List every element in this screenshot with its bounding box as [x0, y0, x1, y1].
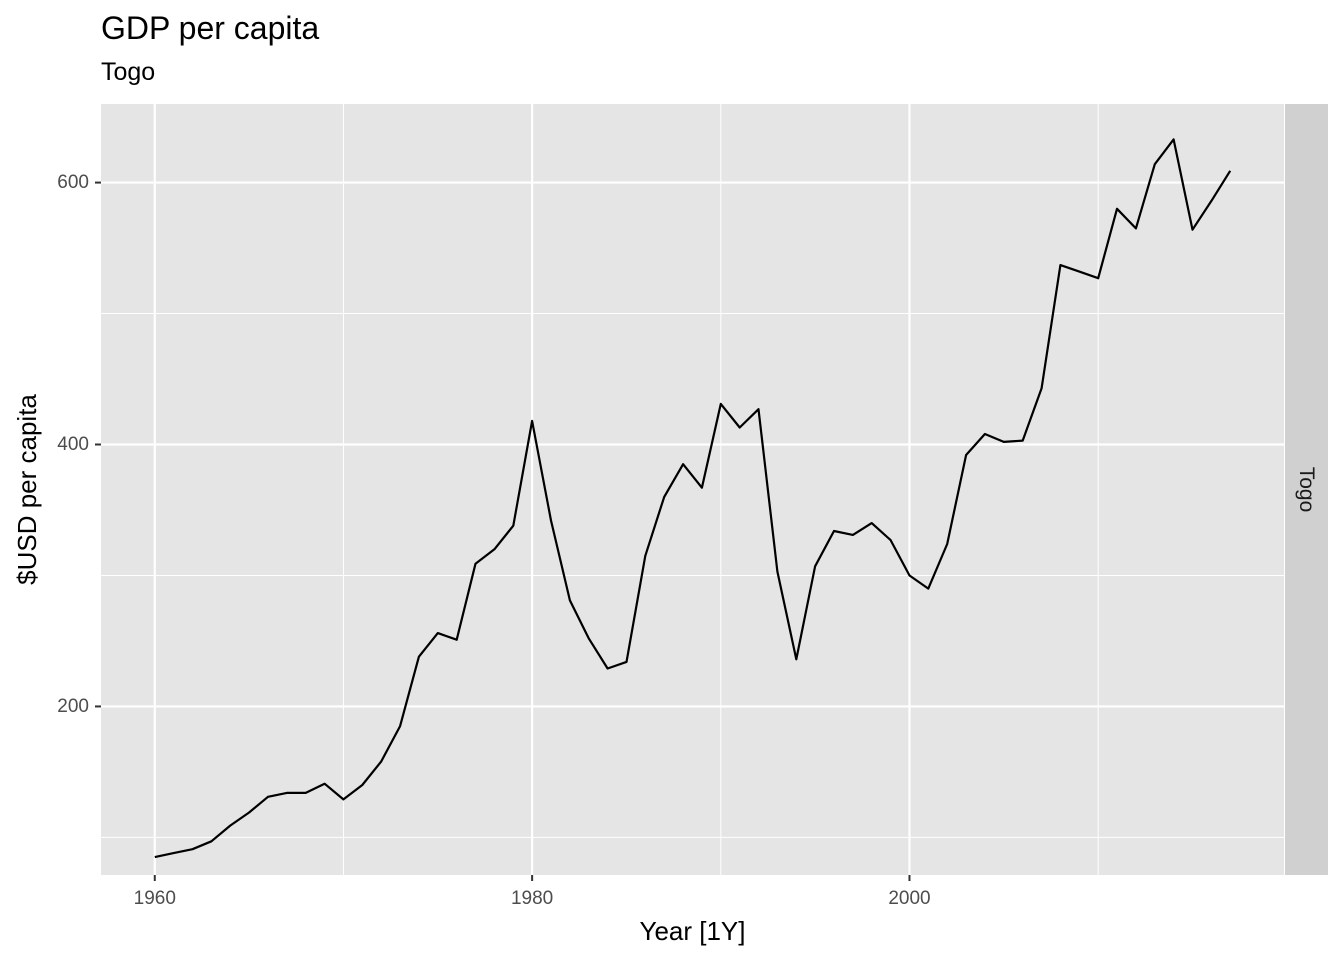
y-tick-label: 600	[57, 172, 89, 193]
x-axis-title: Year [1Y]	[639, 916, 745, 946]
chart-title: GDP per capita	[101, 10, 320, 46]
facet-strip	[1285, 104, 1328, 875]
x-tick-label: 1980	[511, 888, 553, 909]
series-layer	[154, 138, 1232, 859]
minor-gridlines	[101, 104, 1284, 875]
series-line	[154, 138, 1232, 859]
y-axis: 200 400 600	[57, 172, 101, 717]
y-tick-label: 400	[57, 434, 89, 455]
chart-subtitle: Togo	[101, 58, 156, 86]
y-tick-label: 200	[57, 696, 89, 717]
x-tick-label: 2000	[888, 888, 930, 909]
y-axis-title: $USD per capita	[12, 394, 42, 585]
panel-background	[101, 104, 1284, 875]
facet-strip-label: Togo	[1295, 467, 1318, 513]
major-gridlines	[101, 104, 1284, 875]
x-axis: 1960 1980 2000	[134, 875, 931, 909]
x-tick-label: 1960	[134, 888, 176, 909]
